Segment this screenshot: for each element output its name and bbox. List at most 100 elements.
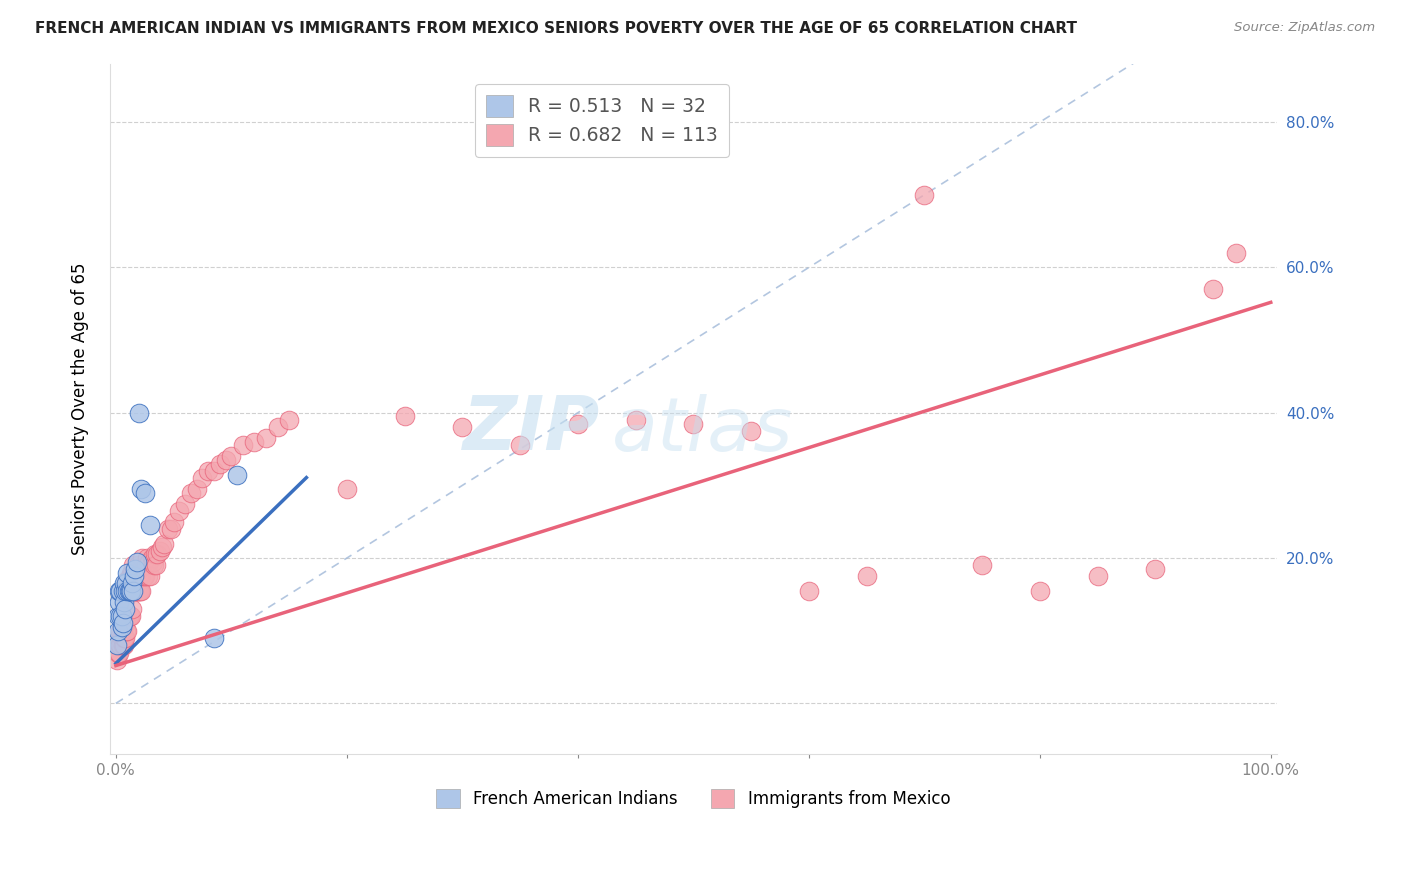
Point (1029, 583, 1052, 598)
Point (111, 616, 134, 631)
Point (112, 638, 135, 652)
Point (232, 438, 254, 452)
Point (221, 450, 243, 464)
Point (142, 555, 165, 569)
Point (156, 522, 179, 536)
Point (214, 453, 236, 467)
Point (111, 583, 134, 598)
Point (117, 583, 139, 598)
Point (118, 583, 141, 598)
Point (111, 638, 134, 652)
Point (682, 417, 704, 431)
Point (266, 420, 288, 434)
Point (624, 413, 647, 427)
Point (1225, 246, 1247, 260)
Point (160, 522, 183, 536)
Point (129, 569, 152, 583)
Point (117, 566, 139, 580)
Point (107, 646, 129, 660)
Point (127, 558, 149, 573)
Point (153, 536, 176, 550)
Point (120, 583, 142, 598)
Point (114, 631, 136, 645)
Point (111, 624, 134, 638)
Point (124, 566, 146, 580)
Point (124, 583, 146, 598)
Point (117, 609, 139, 624)
Point (120, 609, 142, 624)
Point (114, 616, 136, 631)
Point (107, 638, 129, 652)
Point (124, 583, 146, 598)
Text: FRENCH AMERICAN INDIAN VS IMMIGRANTS FROM MEXICO SENIORS POVERTY OVER THE AGE OF: FRENCH AMERICAN INDIAN VS IMMIGRANTS FRO… (35, 21, 1077, 36)
Point (128, 583, 150, 598)
Point (115, 583, 138, 598)
Point (129, 583, 152, 598)
Point (191, 471, 214, 485)
Point (1087, 569, 1109, 583)
Point (111, 609, 134, 624)
Point (120, 583, 142, 598)
Point (105, 653, 128, 667)
Point (114, 583, 136, 598)
Point (124, 566, 146, 580)
Point (108, 594, 131, 608)
Point (110, 624, 132, 638)
Point (202, 464, 225, 478)
Point (117, 573, 139, 587)
Point (125, 555, 148, 569)
Point (243, 434, 266, 449)
Point (115, 609, 138, 624)
Text: Source: ZipAtlas.com: Source: ZipAtlas.com (1234, 21, 1375, 34)
Point (112, 576, 135, 591)
Point (111, 609, 134, 624)
Point (117, 609, 139, 624)
Point (120, 566, 142, 580)
Point (118, 609, 141, 624)
Point (509, 438, 531, 452)
Point (122, 583, 145, 598)
Point (124, 569, 146, 583)
Point (451, 420, 474, 434)
Point (124, 562, 146, 576)
Point (125, 583, 148, 598)
Point (114, 602, 136, 616)
Point (394, 409, 416, 424)
Point (226, 467, 249, 482)
Point (146, 548, 169, 562)
Point (970, 558, 993, 573)
Point (186, 482, 208, 496)
Point (107, 624, 129, 638)
Point (110, 609, 132, 624)
Point (125, 566, 148, 580)
Point (145, 558, 167, 573)
Point (112, 616, 135, 631)
Point (197, 464, 219, 478)
Point (129, 482, 152, 496)
Point (131, 551, 153, 566)
Point (143, 558, 166, 573)
Point (121, 566, 143, 580)
Point (121, 583, 143, 598)
Point (115, 576, 138, 591)
Point (117, 583, 139, 598)
Point (149, 543, 172, 558)
Point (132, 569, 155, 583)
Point (169, 504, 191, 518)
Point (136, 569, 159, 583)
Point (108, 646, 131, 660)
Point (110, 638, 132, 652)
Point (740, 424, 762, 438)
Point (143, 548, 166, 562)
Point (129, 583, 152, 598)
Text: atlas: atlas (612, 394, 793, 466)
Point (208, 457, 231, 471)
Point (112, 631, 135, 645)
Point (111, 616, 134, 631)
Point (114, 602, 136, 616)
Point (114, 583, 136, 598)
Point (128, 406, 150, 420)
Point (567, 417, 589, 431)
Point (118, 583, 141, 598)
Point (912, 187, 935, 202)
